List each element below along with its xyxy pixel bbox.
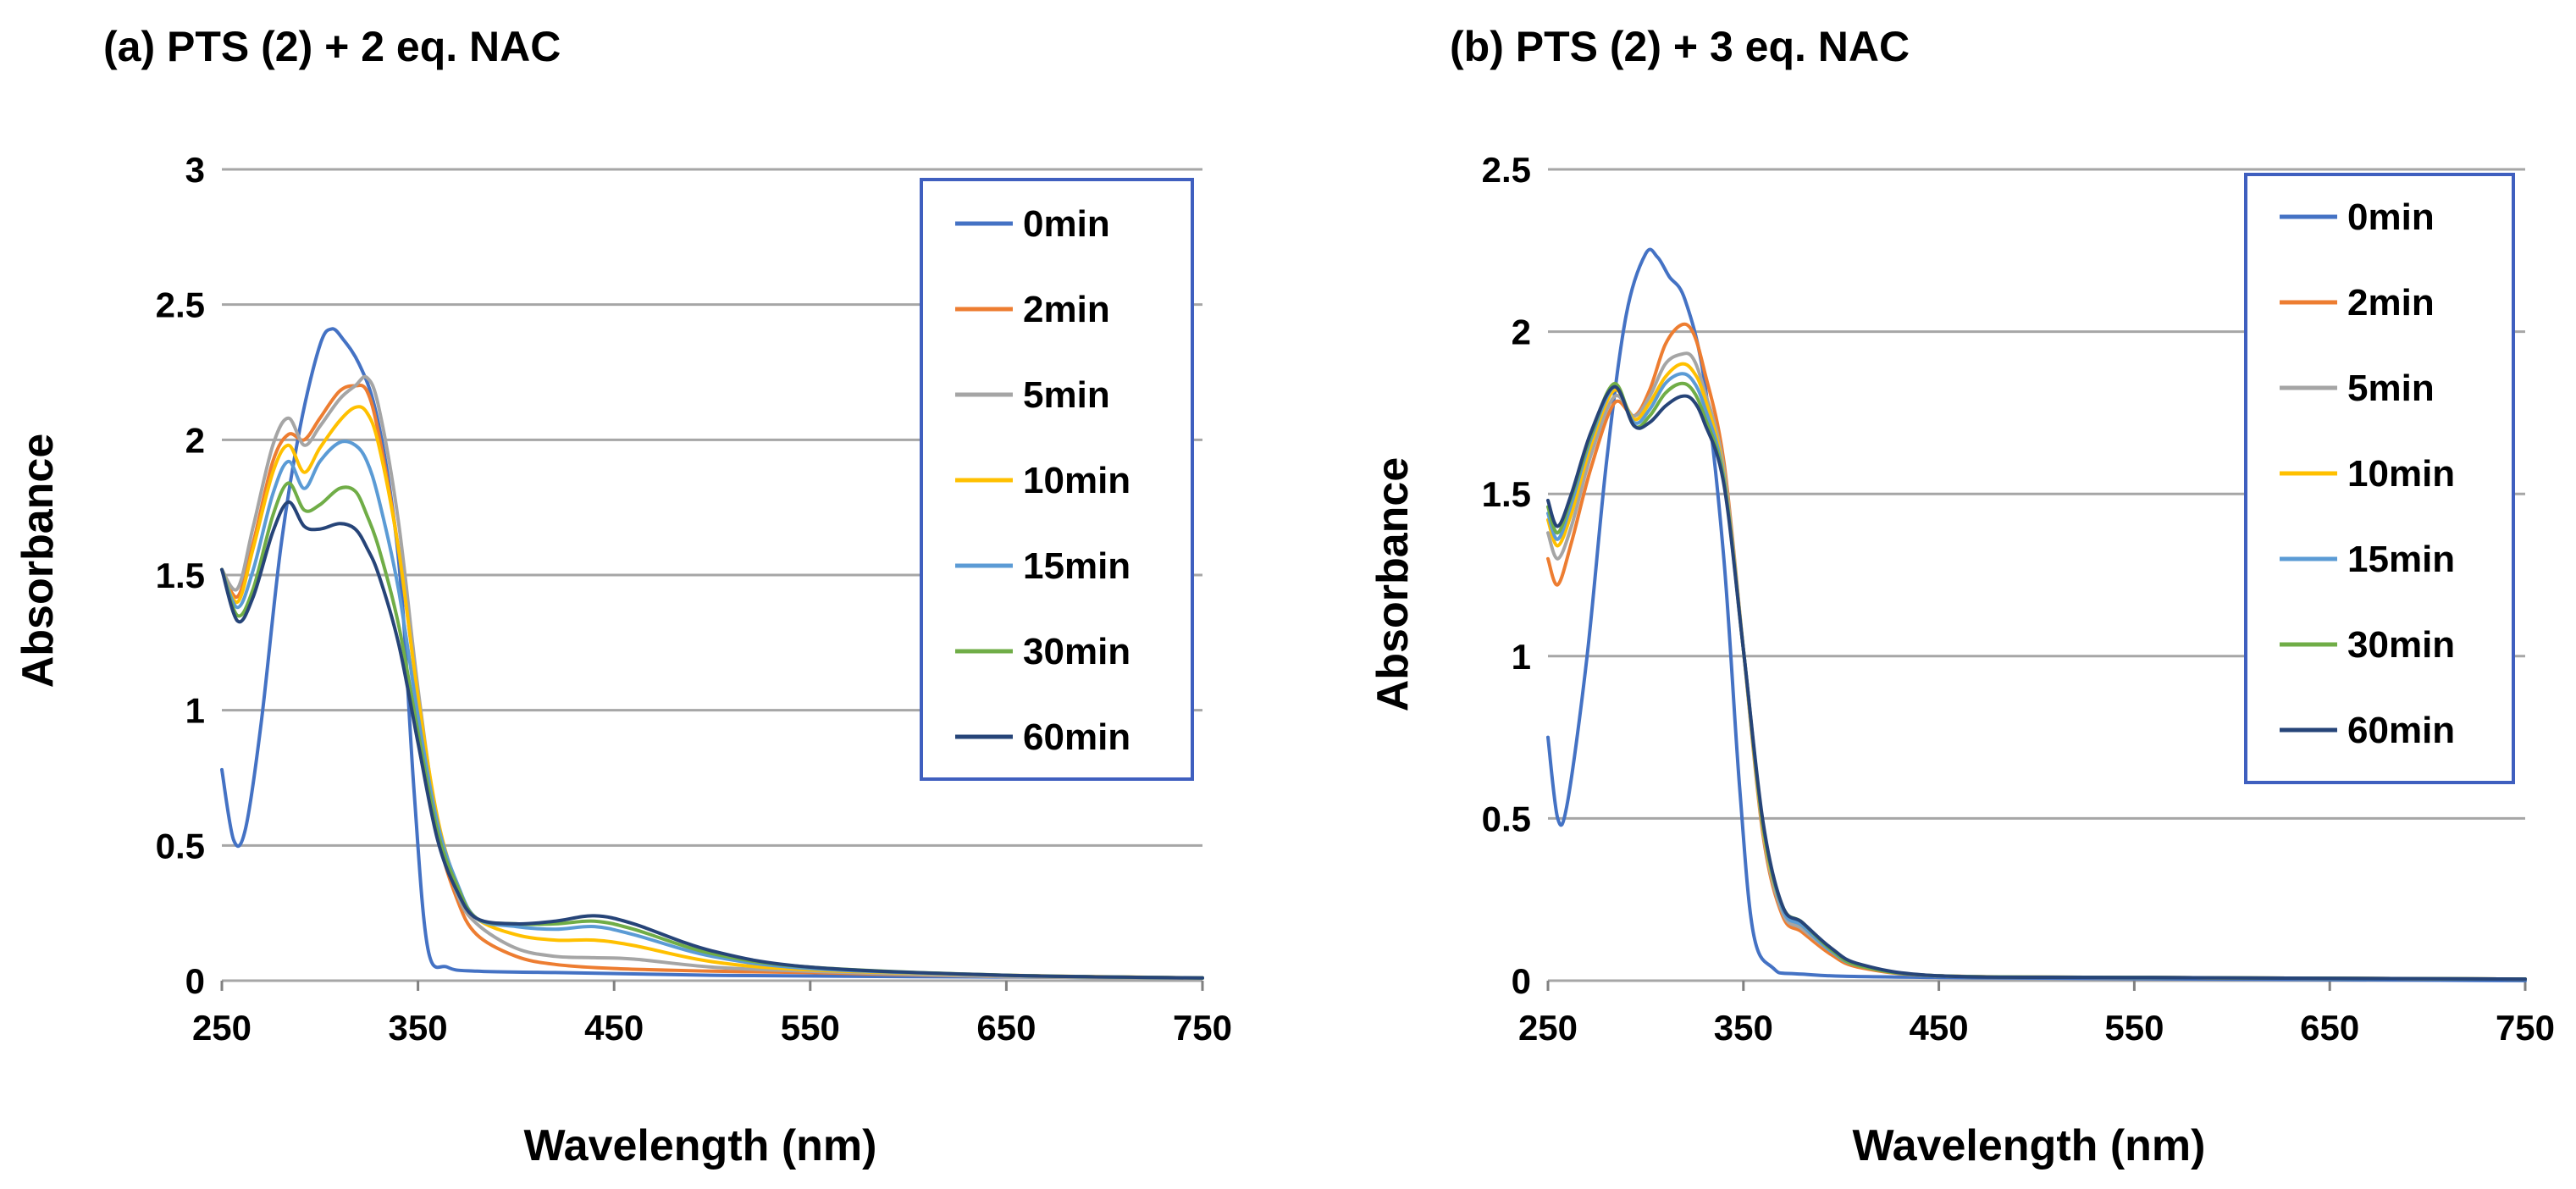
y-tick-label: 1 — [1512, 637, 1531, 677]
legend-box — [2244, 173, 2515, 784]
legend-label: 60min — [1023, 716, 1130, 758]
x-tick-label: 350 — [1714, 1008, 1773, 1048]
series-line-10min — [220, 405, 1204, 980]
legend: 0min 2min 5min 10min 15min 30min 60min — [2244, 173, 2515, 784]
x-tick-label: 750 — [2496, 1008, 2555, 1048]
y-tick-label: 0.5 — [1482, 799, 1531, 838]
x-tick-label: 250 — [1518, 1008, 1578, 1048]
legend-label: 30min — [2347, 624, 2455, 666]
x-tick-label: 650 — [976, 1008, 1036, 1048]
legend-label: 10min — [1023, 460, 1130, 501]
y-tick-label: 0 — [1512, 961, 1531, 1001]
x-tick-label: 450 — [1910, 1008, 1969, 1048]
legend-label: 60min — [2347, 710, 2455, 751]
y-axis-label: Absorbance — [1368, 457, 1418, 712]
x-axis-label: Wavelength (nm) — [1853, 1121, 2206, 1170]
legend-label: 30min — [1023, 631, 1130, 672]
legend-label: 5min — [2347, 368, 2435, 409]
legend-label: 0min — [1023, 203, 1110, 245]
legend-label: 0min — [2347, 196, 2435, 238]
x-tick-label: 450 — [584, 1008, 644, 1048]
y-tick-label: 1.5 — [1482, 474, 1531, 514]
y-axis-label: Absorbance — [14, 434, 63, 689]
series-line-15min — [220, 440, 1204, 980]
chart-title: (a) PTS (2) + 2 eq. NAC — [103, 23, 561, 70]
series-line-60min — [1546, 384, 2527, 982]
legend-label: 2min — [2347, 282, 2435, 324]
y-tick-label: 0 — [185, 961, 205, 1001]
y-tick-label: 2 — [185, 420, 205, 460]
x-tick-label: 550 — [781, 1008, 840, 1048]
x-tick-label: 750 — [1173, 1008, 1232, 1048]
chart-title: (b) PTS (2) + 3 eq. NAC — [1450, 23, 1910, 70]
y-tick-label: 0.5 — [156, 826, 205, 865]
y-tick-label: 1 — [185, 691, 205, 731]
legend-label: 10min — [2347, 453, 2455, 495]
y-tick-label: 2.5 — [1482, 150, 1531, 190]
legend-label: 15min — [1023, 545, 1130, 587]
x-tick-label: 250 — [192, 1008, 252, 1048]
legend-label: 15min — [2347, 539, 2455, 580]
chart-panel-b: (b) PTS (2) + 3 eq. NAC 0 0.5 1 1.5 2 2.5 250… — [1368, 23, 2555, 1170]
y-tick-label: 1.5 — [156, 556, 205, 595]
x-tick-label: 350 — [389, 1008, 448, 1048]
y-tick-label: 3 — [185, 150, 205, 190]
x-tick-label: 550 — [2104, 1008, 2164, 1048]
legend-label: 5min — [1023, 374, 1110, 416]
y-tick-label: 2 — [1512, 312, 1531, 352]
x-tick-label: 650 — [2300, 1008, 2359, 1048]
legend-label: 2min — [1023, 289, 1110, 330]
legend: 0min 2min 5min 10min 15min 30min 60min — [920, 178, 1194, 781]
series-line-60min — [220, 500, 1204, 980]
y-tick-label: 2.5 — [156, 285, 205, 325]
x-axis-label: Wavelength (nm) — [524, 1121, 877, 1170]
chart-panel-a: (a) PTS (2) + 2 eq. NAC 0 0.5 1 1.5 2 2.5 3 25… — [14, 23, 1232, 1170]
